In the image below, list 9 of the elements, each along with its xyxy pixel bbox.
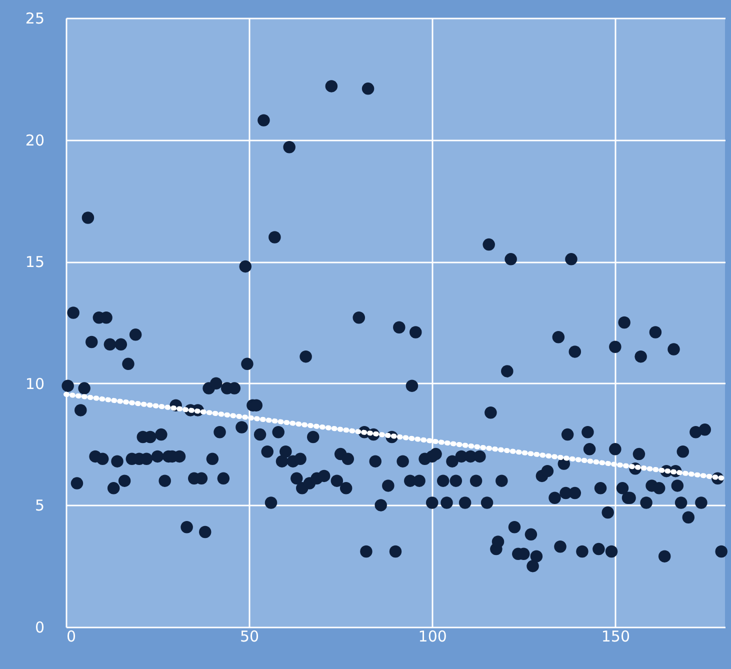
x-tick-label: 50 bbox=[240, 628, 260, 646]
y-tick-label: 20 bbox=[25, 131, 44, 150]
y-tick-label: 15 bbox=[25, 253, 44, 272]
x-tick-label: 0 bbox=[66, 628, 76, 646]
x-tick-label: 100 bbox=[418, 628, 447, 646]
x-tick-label: 150 bbox=[601, 628, 630, 646]
y-tick-label: 25 bbox=[25, 10, 44, 28]
y-tick-label: 10 bbox=[25, 374, 44, 393]
y-tick-label: 5 bbox=[34, 496, 44, 515]
